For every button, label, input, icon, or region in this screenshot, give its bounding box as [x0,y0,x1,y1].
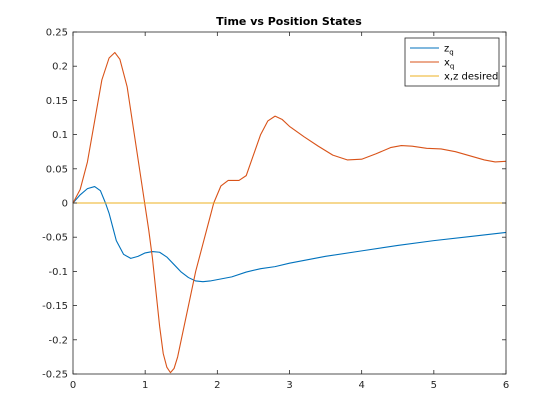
y-tick-label: 0.1 [52,130,68,141]
chart-title: Time vs Position States [216,15,362,28]
x-tick-label: 0 [70,380,76,391]
series-line-0 [72,186,507,283]
y-tick-label: 0.2 [52,62,68,73]
y-tick-label: 0.05 [46,164,68,175]
y-tick-label: -0.1 [48,267,68,278]
legend-label-main: z [444,44,449,55]
legend-label-subscript: q [449,49,453,57]
y-tick-label: -0.05 [42,233,68,244]
x-tick-label: 4 [358,380,364,391]
axes-layer: 0 1 2 3 4 5 6 0.25 0.2 0.15 0.1 0.05 0 -0.05 -0.1 -0.15… [42,28,509,392]
y-tick-label: 0.15 [46,96,68,107]
series-layer [72,51,507,374]
legend-label: zq [444,44,454,57]
x-tick-label: 2 [214,380,220,391]
x-tick-label: 6 [503,380,509,391]
y-tick-label: -0.25 [42,370,68,381]
y-tick-label: 0 [62,199,68,210]
legend-label: x,z desired [444,72,498,83]
x-tick-label: 3 [286,380,292,391]
legend-label-main: x [444,58,450,69]
y-tick-label: -0.2 [48,335,68,346]
x-tick-label: 5 [431,380,437,391]
y-tick-label: -0.15 [42,301,68,312]
legend-label: xq [444,58,454,71]
x-tick-label: 1 [142,380,148,391]
legend-label-main: x,z desired [444,72,498,83]
y-tick-label: 0.25 [46,28,68,39]
legend-label-subscript: q [450,63,454,71]
